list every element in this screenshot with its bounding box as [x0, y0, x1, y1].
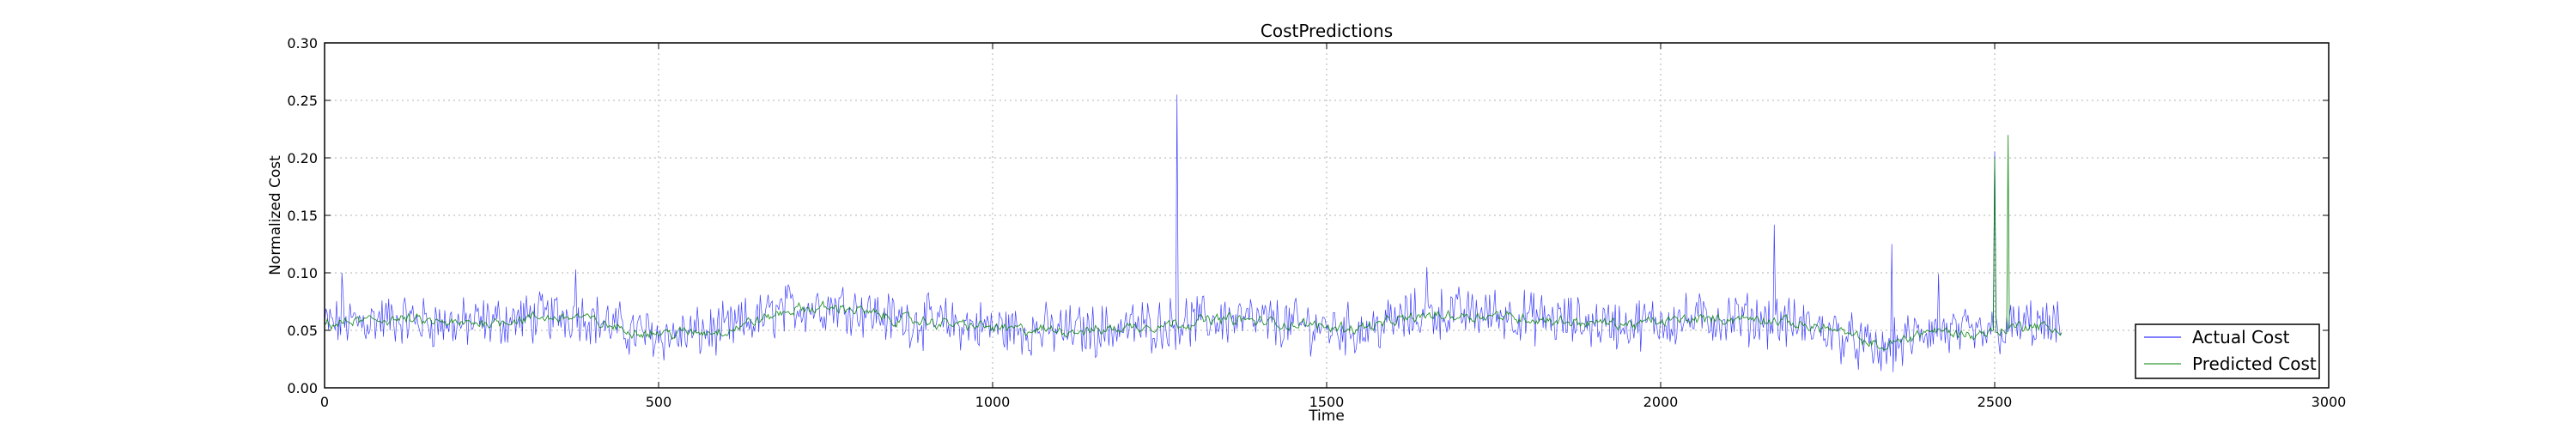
series-line-predicted-cost	[324, 135, 2063, 352]
y-tick-label: 0.30	[287, 35, 318, 51]
x-tick-label: 500	[646, 394, 672, 410]
x-tick-label: 1500	[1309, 394, 1345, 410]
series-line-actual-cost	[324, 94, 2062, 372]
legend-box	[2135, 323, 2320, 379]
y-axis-label: Normalized Cost	[267, 155, 284, 275]
x-tick-label: 1000	[975, 394, 1011, 410]
x-tick-label: 2500	[1978, 394, 2013, 410]
y-tick-label: 0.20	[287, 150, 318, 166]
legend-label: Actual Cost	[2192, 327, 2290, 347]
y-tick-label: 0.00	[287, 380, 318, 396]
x-axis-label: Time	[1308, 408, 1345, 425]
x-tick-label: 3000	[2312, 394, 2347, 410]
series-layer	[324, 94, 2063, 372]
y-tick-label: 0.10	[287, 265, 318, 281]
y-tick-label: 0.05	[287, 323, 318, 339]
x-tick-label: 0	[320, 394, 329, 410]
chart-title: CostPredictions	[1261, 21, 1393, 41]
x-tick-label: 2000	[1643, 394, 1679, 410]
legend-label: Predicted Cost	[2192, 353, 2317, 374]
legend: Actual Cost Predicted Cost	[2135, 323, 2320, 379]
y-tick-label: 0.25	[287, 93, 318, 109]
ticks: 0 500 1000 1500 2000 2500 3000 0.00 0.05 0.10 0.15…	[287, 35, 2346, 410]
y-tick-label: 0.15	[287, 208, 318, 224]
grid	[325, 43, 2329, 388]
